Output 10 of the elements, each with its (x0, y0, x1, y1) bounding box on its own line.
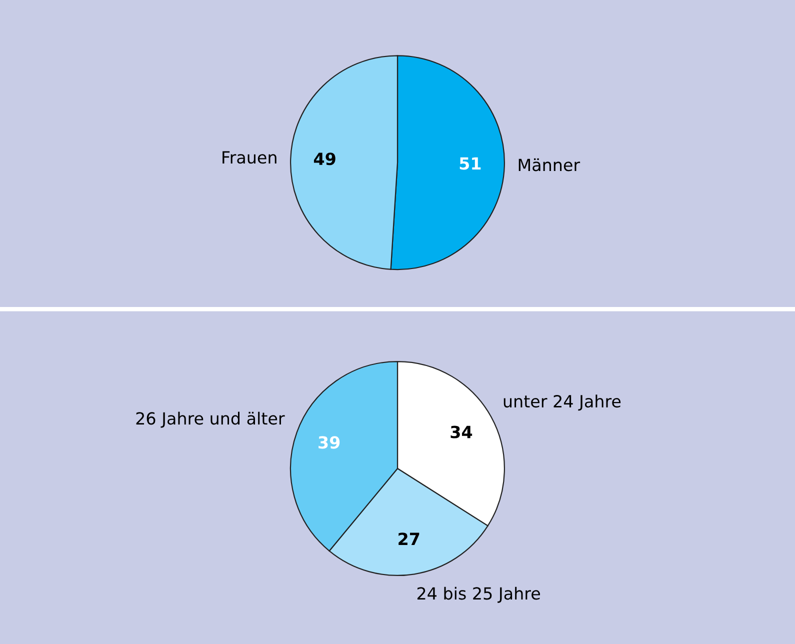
slice-label: Frauen (222, 151, 276, 164)
data-label: 27 (398, 532, 420, 545)
slice-label: 26 Jahre und älter (136, 412, 285, 428)
slice-label: 24 bis 25 Jahre (417, 586, 540, 603)
slice-label: Männer (518, 158, 580, 172)
data-label: 34 (450, 426, 472, 438)
data-label: 39 (318, 436, 340, 449)
slice-label: unter 24 Jahre (504, 394, 621, 411)
data-label: 51 (460, 157, 481, 170)
data-label: 49 (314, 152, 336, 166)
